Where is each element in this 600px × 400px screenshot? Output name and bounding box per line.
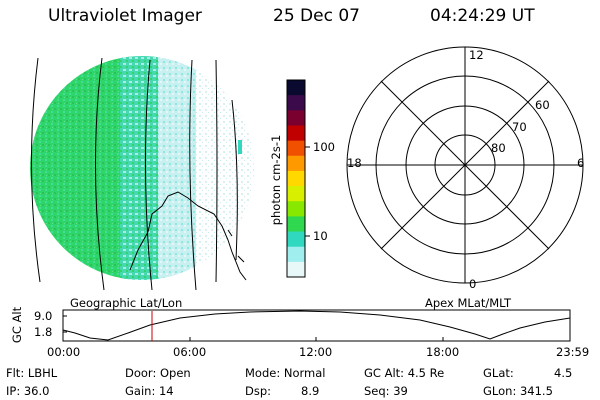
altitude-timeline xyxy=(62,309,571,342)
info-dsp-value: 8.9 xyxy=(301,384,320,398)
info-gc-alt: GC Alt: 4.5 Re xyxy=(364,366,445,380)
time-label: 04:24:29 UT xyxy=(430,6,535,26)
colorbar-band xyxy=(287,95,305,111)
timeline-axis-label: GC Alt xyxy=(10,306,24,344)
info-seq: Seq: 39 xyxy=(364,384,408,398)
timeline-xtick-2: 12:00 xyxy=(299,345,333,359)
info-glon: GLon: 341.5 xyxy=(483,384,553,398)
colorbar-unit-label: photon cm-2s-1 xyxy=(269,134,283,226)
colorbar-band xyxy=(287,246,305,263)
colorbar-band xyxy=(287,186,305,202)
info-dsp: Dsp: xyxy=(245,384,272,398)
timeline-caption-left: Geographic Lat/Lon xyxy=(70,296,183,310)
info-glat-value: 4.5 xyxy=(554,366,573,380)
timeline-xtick-1: 06:00 xyxy=(173,345,207,359)
timeline-ytick-1-8: 1.8 xyxy=(34,325,53,339)
colorbar-band xyxy=(287,80,305,96)
colorbar xyxy=(287,80,305,278)
mlt-label-6: 6 xyxy=(577,156,585,170)
colorbar-band xyxy=(287,201,305,217)
info-mode: Mode: Normal xyxy=(245,366,326,380)
timeline-xtick-3: 18:00 xyxy=(426,345,460,359)
colorbar-band xyxy=(287,261,305,278)
mlat-label-80: 80 xyxy=(491,141,506,155)
mlat-label-60: 60 xyxy=(535,98,550,112)
timeline-xtick-0: 00:00 xyxy=(47,345,81,359)
timeline-ytick-9: 9.0 xyxy=(34,309,53,323)
colorbar-band xyxy=(287,125,305,142)
polar-plot xyxy=(346,46,584,284)
mlt-label-0: 0 xyxy=(469,277,477,291)
info-filter: Flt: LBHL xyxy=(6,366,58,380)
instrument-title: Ultraviolet Imager xyxy=(48,6,202,26)
earth-disk xyxy=(30,56,254,280)
mlt-label-18: 18 xyxy=(347,156,362,170)
mlt-label-12: 12 xyxy=(469,48,484,62)
date-label: 25 Dec 07 xyxy=(273,6,360,26)
map-grid-lines xyxy=(30,57,238,291)
colorbar-band xyxy=(287,110,305,126)
aurora-speck xyxy=(238,140,242,154)
info-door: Door: Open xyxy=(125,366,191,380)
info-gain: Gain: 14 xyxy=(125,384,174,398)
timeline-xtick-4: 23:59 xyxy=(556,345,590,359)
coastline xyxy=(129,191,247,281)
colorbar-band xyxy=(287,216,305,233)
colorbar-band xyxy=(287,231,305,248)
timeline-caption-right: Apex MLat/MLT xyxy=(425,296,512,310)
info-glat: GLat: xyxy=(483,366,514,380)
colorbar-band xyxy=(287,140,305,157)
colorbar-frame xyxy=(286,79,306,278)
colorbar-tick-10: 10 xyxy=(313,229,328,243)
colorbar-tick-100: 100 xyxy=(313,140,335,154)
mlat-label-70: 70 xyxy=(512,120,527,134)
colorbar-band xyxy=(287,170,305,187)
colorbar-band xyxy=(287,155,305,172)
info-ip: IP: 36.0 xyxy=(6,384,50,398)
